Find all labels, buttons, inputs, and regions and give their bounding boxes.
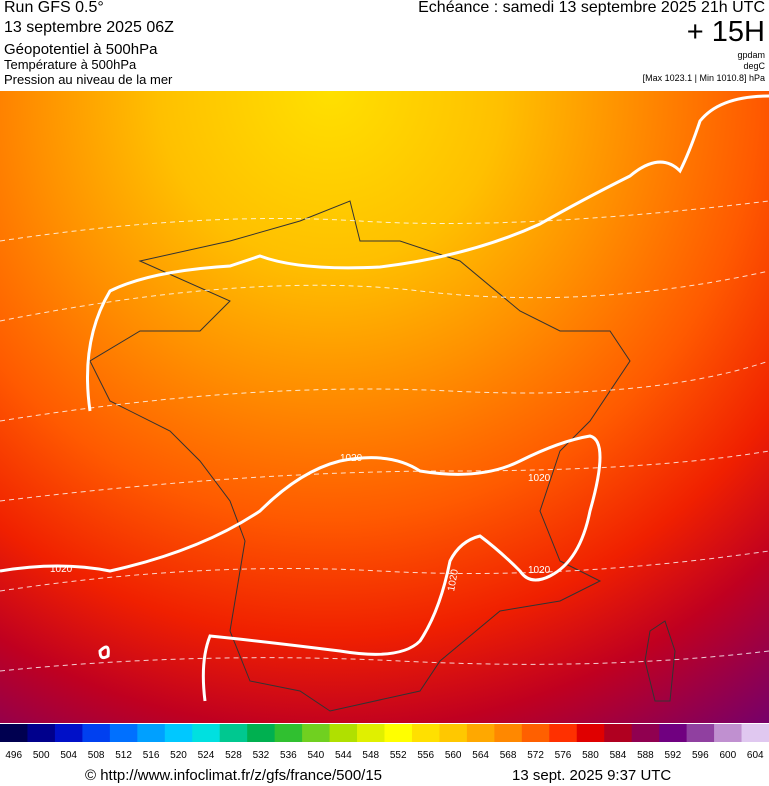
contour-label: 1020 [528, 473, 551, 484]
colorbar-cell [439, 724, 468, 742]
colorbar-label: 516 [143, 750, 160, 761]
background [0, 91, 769, 723]
colorbar-label: 532 [253, 750, 270, 761]
colorbar-label: 508 [88, 750, 105, 761]
colorbar-cell [604, 724, 633, 742]
run: Run GFS 0.5° [4, 0, 104, 16]
title: Géopotentiel à 500hPa [4, 41, 158, 58]
colorbar-cell [219, 724, 248, 742]
colorbar-label: 540 [307, 750, 324, 761]
colorbar-cell [27, 724, 56, 742]
colorbar-label: 504 [60, 750, 77, 761]
colorbar-label: 496 [5, 750, 22, 761]
contour-labels: 1020 1020 1020 1020 1020 [50, 453, 551, 592]
temperature-isolines [0, 200, 769, 672]
colorbar-label: 564 [472, 750, 489, 761]
colorbar-label: 548 [362, 750, 379, 761]
colorbar-label: 500 [33, 750, 50, 761]
colorbar-cell [109, 724, 138, 742]
colorbar-label: 544 [335, 750, 352, 761]
colorbar-label: 524 [198, 750, 215, 761]
unit: gpdam [737, 50, 765, 60]
colorbar-cell [247, 724, 276, 742]
colorbar-label: 584 [610, 750, 627, 761]
colorbar-cell [384, 724, 413, 742]
contour-label: 1020 [340, 453, 363, 464]
colorbar-label: 552 [390, 750, 407, 761]
colorbar-cell [466, 724, 495, 742]
pressure-isobars [0, 94, 769, 702]
colorbar-cell [137, 724, 166, 742]
colorbar-label: 556 [417, 750, 434, 761]
coastline [89, 200, 676, 712]
colorbar-label: 560 [445, 750, 462, 761]
colorbar-cell [54, 724, 83, 742]
colorbar-cell [659, 724, 688, 742]
colorbar-label: 588 [637, 750, 654, 761]
colorbar-cell [521, 724, 550, 742]
colorbar-cell [302, 724, 331, 742]
colorbar-cell [357, 724, 385, 742]
source-url: © http://www.infoclimat.fr/z/gfs/france/… [85, 767, 383, 784]
colorbar-cell [714, 724, 743, 742]
range: [Max 1023.1 | Min 1010.8] hPa [642, 73, 765, 83]
colorbar-cell [82, 724, 111, 742]
colorbar-cell [741, 724, 769, 742]
colorbar-label: 596 [692, 750, 709, 761]
contour-label: 1020 [528, 565, 551, 576]
subtitle: Pression au niveau de la mer [4, 72, 173, 87]
colorbar-cell [576, 724, 605, 742]
colorbar-cell [164, 724, 193, 742]
colorbar: 496 500 504 508 512 516 520 524 528 532 536 540 544 5… [0, 724, 769, 761]
map: 1020 1020 1020 1020 1020 [0, 91, 769, 723]
colorbar-cell [192, 724, 221, 742]
subtitle: Température à 500hPa [4, 57, 137, 72]
unit: degC [743, 61, 765, 71]
colorbar-label: 580 [582, 750, 599, 761]
contour-label: 1020 [446, 568, 461, 592]
colorbar-label: 568 [500, 750, 517, 761]
contour-label: 1020 [50, 564, 73, 575]
colorbar-label: 536 [280, 750, 297, 761]
colorbar-cell [494, 724, 523, 742]
run-date: 13 septembre 2025 06Z [4, 19, 174, 36]
colorbar-cell [411, 724, 440, 742]
colorbar-label: 512 [115, 750, 132, 761]
forecast: Echéance : samedi 13 septembre 2025 21h … [418, 0, 765, 16]
colorbar-label: 572 [527, 750, 544, 761]
colorbar-cell [329, 724, 358, 742]
colorbar-label: 576 [555, 750, 572, 761]
colorbar-label: 528 [225, 750, 242, 761]
colorbar-cell [274, 724, 303, 742]
colorbar-cell [0, 724, 28, 742]
timestamp: 13 sept. 2025 9:37 UTC [512, 767, 672, 784]
colorbar-label: 592 [665, 750, 682, 761]
colorbar-cell [686, 724, 715, 742]
colorbar-cell [631, 724, 660, 742]
colorbar-label: 520 [170, 750, 187, 761]
colorbar-label: 604 [747, 750, 764, 761]
colorbar-label: 600 [719, 750, 736, 761]
lead-time: + 15H [686, 16, 765, 48]
colorbar-cell [549, 724, 578, 742]
